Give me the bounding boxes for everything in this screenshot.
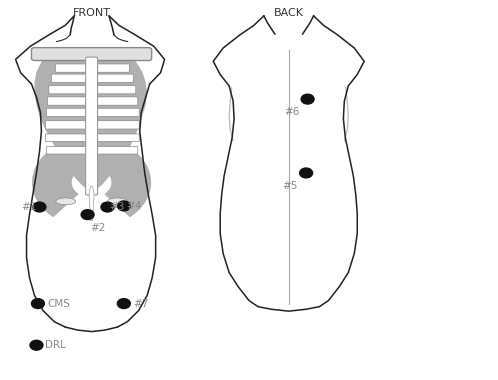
Text: #3: #3 [110,202,125,212]
Ellipse shape [56,198,76,205]
FancyBboxPatch shape [45,121,88,129]
Ellipse shape [108,198,127,205]
FancyBboxPatch shape [47,97,88,105]
Circle shape [31,299,44,309]
FancyBboxPatch shape [46,108,88,117]
Text: #5: #5 [282,181,298,191]
FancyBboxPatch shape [95,108,139,117]
FancyBboxPatch shape [95,97,138,105]
Text: BACK: BACK [274,8,304,17]
FancyBboxPatch shape [95,74,133,82]
FancyBboxPatch shape [95,134,139,141]
Circle shape [33,202,46,212]
Text: #2: #2 [90,223,106,233]
Circle shape [300,168,313,178]
Wedge shape [32,137,92,217]
Text: #1: #1 [21,202,37,212]
FancyBboxPatch shape [49,86,88,94]
Circle shape [118,299,130,309]
Circle shape [101,202,114,212]
FancyBboxPatch shape [95,121,139,129]
Circle shape [81,210,94,220]
FancyBboxPatch shape [55,64,88,72]
Circle shape [30,340,43,350]
FancyBboxPatch shape [95,64,129,72]
Circle shape [301,94,314,104]
Text: #7: #7 [133,299,148,309]
Polygon shape [89,186,94,220]
FancyBboxPatch shape [86,57,98,195]
FancyBboxPatch shape [95,146,138,154]
Text: DRL: DRL [45,340,66,350]
FancyBboxPatch shape [45,134,88,141]
FancyBboxPatch shape [46,146,88,154]
Circle shape [118,201,130,211]
Wedge shape [92,137,151,217]
FancyBboxPatch shape [31,48,152,60]
FancyBboxPatch shape [95,86,136,94]
Text: #6: #6 [284,108,299,117]
Text: FRONT: FRONT [73,8,111,17]
Text: #4: #4 [126,201,141,211]
Polygon shape [34,55,147,194]
FancyBboxPatch shape [51,74,88,82]
Text: CMS: CMS [47,299,70,309]
